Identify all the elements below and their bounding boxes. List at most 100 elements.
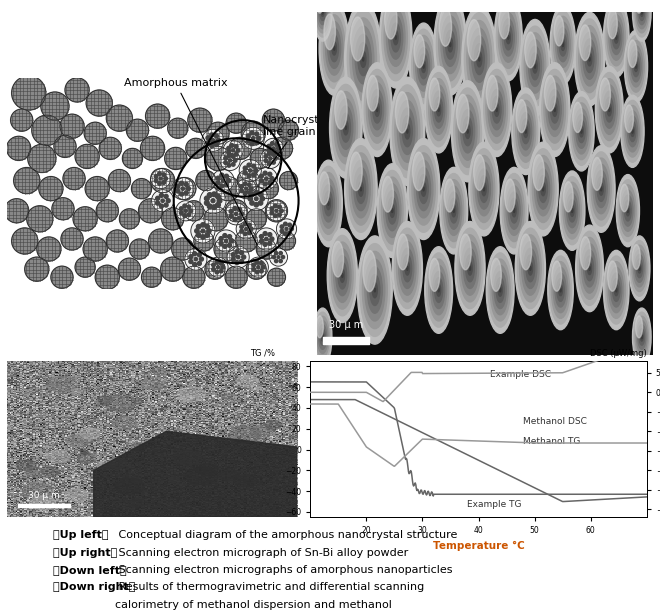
Circle shape [224, 161, 228, 165]
Circle shape [574, 12, 605, 106]
Circle shape [277, 219, 296, 239]
Circle shape [255, 228, 277, 250]
Circle shape [544, 75, 556, 111]
Circle shape [222, 394, 232, 399]
Circle shape [555, 273, 566, 307]
Circle shape [186, 187, 190, 190]
Text: 【Up left】: 【Up left】 [53, 531, 108, 540]
Circle shape [259, 261, 263, 265]
Circle shape [227, 163, 231, 167]
Circle shape [505, 179, 515, 212]
Circle shape [568, 200, 576, 222]
Circle shape [591, 158, 611, 220]
Circle shape [546, 83, 564, 136]
Circle shape [208, 257, 228, 277]
Circle shape [41, 92, 69, 120]
Circle shape [502, 174, 526, 248]
Circle shape [267, 149, 271, 152]
Text: Example TG: Example TG [467, 500, 522, 509]
Circle shape [540, 63, 570, 157]
Circle shape [272, 147, 275, 150]
Circle shape [370, 275, 379, 305]
Circle shape [366, 76, 388, 143]
Circle shape [131, 443, 146, 451]
Circle shape [249, 227, 253, 231]
Circle shape [290, 227, 293, 231]
Circle shape [517, 106, 534, 156]
Circle shape [362, 63, 392, 157]
Circle shape [520, 234, 531, 270]
Circle shape [405, 262, 409, 275]
Circle shape [438, 108, 440, 111]
Text: Scanning electron micrographs of amorphous nanoparticles: Scanning electron micrographs of amorpho… [115, 565, 453, 575]
Circle shape [244, 166, 248, 170]
Circle shape [393, 85, 422, 177]
Circle shape [150, 168, 175, 193]
Circle shape [194, 258, 197, 261]
Circle shape [452, 204, 456, 217]
Circle shape [214, 143, 218, 147]
Circle shape [367, 75, 378, 111]
Circle shape [259, 269, 263, 273]
Circle shape [104, 395, 136, 412]
Circle shape [358, 182, 363, 196]
Circle shape [241, 121, 265, 145]
Circle shape [392, 222, 422, 315]
Circle shape [387, 9, 405, 66]
Circle shape [608, 261, 617, 291]
Circle shape [416, 167, 430, 211]
Circle shape [609, 267, 624, 313]
Circle shape [228, 244, 232, 247]
Circle shape [484, 69, 510, 150]
Circle shape [201, 223, 205, 227]
Circle shape [174, 177, 196, 200]
Circle shape [486, 247, 514, 334]
Circle shape [475, 162, 492, 216]
Circle shape [403, 116, 412, 147]
Circle shape [250, 148, 271, 168]
Circle shape [194, 231, 214, 251]
Circle shape [279, 120, 298, 140]
Circle shape [240, 225, 244, 228]
Circle shape [349, 153, 372, 225]
Circle shape [60, 114, 84, 138]
Circle shape [316, 316, 329, 357]
Circle shape [272, 160, 275, 164]
Circle shape [550, 5, 576, 84]
Circle shape [513, 209, 515, 212]
Circle shape [184, 191, 188, 195]
Circle shape [321, 8, 324, 17]
Circle shape [225, 200, 248, 222]
Circle shape [197, 225, 201, 229]
Circle shape [32, 115, 62, 145]
Circle shape [520, 20, 550, 113]
Circle shape [467, 20, 480, 61]
Circle shape [256, 239, 277, 259]
Circle shape [363, 250, 376, 292]
Circle shape [427, 73, 451, 147]
Circle shape [270, 207, 274, 211]
Circle shape [244, 182, 247, 185]
Circle shape [31, 496, 55, 510]
Circle shape [425, 66, 453, 153]
Circle shape [319, 173, 339, 234]
Circle shape [264, 154, 268, 158]
Circle shape [224, 174, 228, 178]
Circle shape [269, 248, 288, 266]
Circle shape [628, 40, 637, 67]
Circle shape [331, 242, 353, 309]
Circle shape [73, 207, 97, 231]
Circle shape [431, 265, 447, 315]
Circle shape [250, 192, 254, 196]
Circle shape [96, 200, 118, 222]
Circle shape [271, 137, 292, 160]
Circle shape [520, 113, 532, 150]
Circle shape [252, 267, 255, 271]
Circle shape [544, 76, 566, 143]
Circle shape [412, 153, 435, 225]
Circle shape [314, 308, 332, 366]
Circle shape [252, 263, 255, 267]
Circle shape [245, 228, 248, 230]
Circle shape [624, 105, 634, 132]
Circle shape [446, 186, 462, 236]
